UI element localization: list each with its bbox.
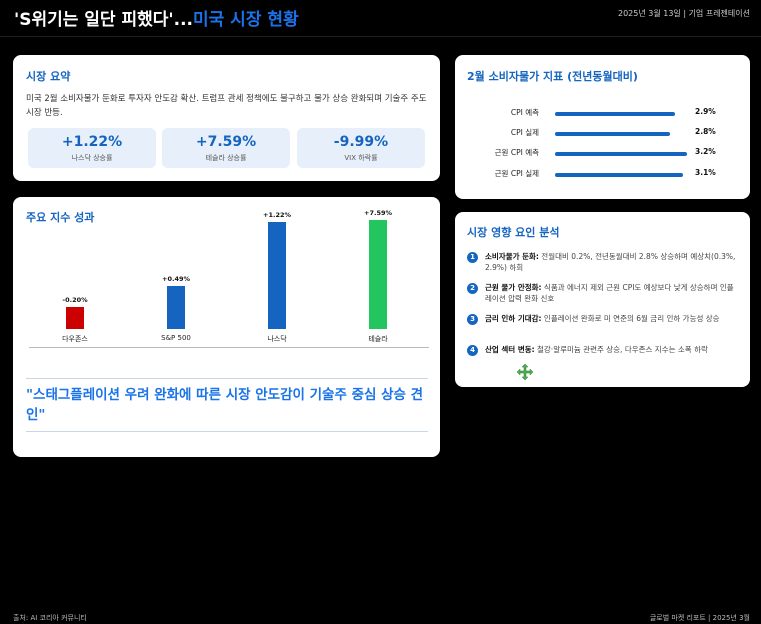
title-accent: 미국 시장 현황 <box>192 10 299 30</box>
bar-2 <box>268 222 286 329</box>
bar-value-label: +7.59% <box>364 209 392 217</box>
divider <box>26 378 428 379</box>
header-date: 2025년 3월 13일 | 기업 프레젠테이션 <box>618 9 750 18</box>
cpi-label: CPI 예측 <box>510 108 539 117</box>
cpi-bar <box>555 173 683 177</box>
header: 'S위기는 일단 피했다'...미국 시장 현황 2025년 3월 13일 | … <box>0 0 761 37</box>
stat-tesla: +7.59% 테슬라 상승률 <box>162 128 290 168</box>
cpi-value: 2.8% <box>695 127 716 136</box>
market-summary-card: 시장 요약 미국 2월 소비자물가 둔화로 투자자 안도감 확산. 트럼프 관세… <box>13 55 440 181</box>
factor-body: 인플레이션 완화로 미 연준의 6월 금리 인하 가능성 상승 <box>541 314 720 323</box>
bar-category-label: 나스닥 <box>267 335 287 343</box>
chart-baseline <box>29 347 429 348</box>
cpi-row: CPI 예측 2.9% <box>455 107 750 121</box>
cpi-label: 근원 CPI 예측 <box>494 148 539 157</box>
cpi-card: 2월 소비자물가 지표 (전년동월대비) CPI 예측 2.9% CPI 실제 … <box>455 55 750 199</box>
summary-text: 미국 2월 소비자물가 둔화로 투자자 안도감 확산. 트럼프 관세 정책에도 … <box>26 94 427 118</box>
cpi-row: 근원 CPI 예측 3.2% <box>455 147 750 161</box>
bar-category-label: 다우존스 <box>62 335 88 343</box>
bar-value-label: +0.49% <box>162 275 190 283</box>
factor-head: 소비자물가 둔화: <box>485 252 539 261</box>
bar-1 <box>167 286 185 329</box>
stat-label: 테슬라 상승률 <box>205 154 247 162</box>
cpi-value: 3.2% <box>695 147 716 156</box>
cpi-label: 근원 CPI 실제 <box>494 169 539 178</box>
divider <box>26 431 428 432</box>
index-performance-card: 주요 지수 성과 "스태그플레이션 우려 완화에 따른 시장 안도감이 기술주 … <box>13 197 440 457</box>
bar-category-label: 테슬라 <box>368 335 388 343</box>
footer-source: 출처: AI 코리아 커뮤니티 <box>13 614 87 622</box>
bar-category-label: S&P 500 <box>161 334 191 342</box>
bar-3 <box>369 220 387 329</box>
factor-number: 3 <box>467 314 478 325</box>
cpi-row: CPI 실제 2.8% <box>455 127 750 141</box>
factor-number: 1 <box>467 252 478 263</box>
factor-head: 산업 섹터 변동: <box>485 345 535 354</box>
factors-title: 시장 영향 요인 분석 <box>467 226 560 239</box>
factor-text: 소비자물가 둔화: 전월대비 0.2%, 전년동월대비 2.8% 상승하며 예상… <box>485 251 739 273</box>
factor-item: 2 근원 물가 안정화: 식품과 에너지 제외 근원 CPI도 예상보다 낮게 … <box>467 282 739 304</box>
factor-head: 금리 인하 기대감: <box>485 314 542 323</box>
factor-body: 식품과 에너지 제외 근원 CPI도 예상보다 낮게 상승하며 인플레이션 압력… <box>485 283 734 303</box>
factor-text: 금리 인하 기대감: 인플레이션 완화로 미 연준의 6월 금리 인하 가능성 … <box>485 313 739 324</box>
title-main: 'S위기는 일단 피했다'... <box>14 10 193 30</box>
bar-value-label: -0.20% <box>62 296 88 304</box>
stat-label: VIX 하락률 <box>344 154 378 162</box>
stat-value: -9.99% <box>333 134 389 150</box>
market-factors-card: 시장 영향 요인 분석 1 소비자물가 둔화: 전월대비 0.2%, 전년동월대… <box>455 212 750 387</box>
quote-text: "스태그플레이션 우려 완화에 따른 시장 안도감이 기술주 중심 상승 견인" <box>26 387 424 423</box>
cpi-bar <box>555 112 675 116</box>
cpi-value: 2.9% <box>695 107 716 116</box>
factor-number: 4 <box>467 345 478 356</box>
stat-value: +1.22% <box>61 134 123 150</box>
move-cursor-icon <box>517 364 533 380</box>
stat-value: +7.59% <box>195 134 257 150</box>
factor-number: 2 <box>467 283 478 294</box>
cpi-title: 2월 소비자물가 지표 (전년동월대비) <box>467 70 638 83</box>
stat-nasdaq: +1.22% 나스닥 상승률 <box>28 128 156 168</box>
cpi-value: 3.1% <box>695 168 716 177</box>
factor-body: 전월대비 0.2%, 전년동월대비 2.8% 상승하며 예상치(0.3%, 2.… <box>485 252 736 272</box>
factor-item: 3 금리 인하 기대감: 인플레이션 완화로 미 연준의 6월 금리 인하 가능… <box>467 313 739 325</box>
factor-head: 근원 물가 안정화: <box>485 283 542 292</box>
stat-label: 나스닥 상승률 <box>71 154 113 162</box>
factor-text: 산업 섹터 변동: 철강·알루미늄 관련주 상승, 다우존스 지수는 소폭 하락 <box>485 344 739 355</box>
cpi-bar <box>555 152 687 156</box>
factor-body: 철강·알루미늄 관련주 상승, 다우존스 지수는 소폭 하락 <box>534 345 708 354</box>
index-title: 주요 지수 성과 <box>26 211 95 224</box>
bar-0 <box>66 307 84 329</box>
bar-value-label: +1.22% <box>263 211 291 219</box>
factor-text: 근원 물가 안정화: 식품과 에너지 제외 근원 CPI도 예상보다 낮게 상승… <box>485 282 739 304</box>
cpi-row: 근원 CPI 실제 3.1% <box>455 168 750 182</box>
footer-report: 글로벌 마켓 리포트 | 2025년 3월 <box>649 614 750 622</box>
stat-vix: -9.99% VIX 하락률 <box>297 128 425 168</box>
factor-item: 1 소비자물가 둔화: 전월대비 0.2%, 전년동월대비 2.8% 상승하며 … <box>467 251 739 273</box>
cpi-bar <box>555 132 670 136</box>
page-title: 'S위기는 일단 피했다'...미국 시장 현황 <box>14 5 299 30</box>
factor-item: 4 산업 섹터 변동: 철강·알루미늄 관련주 상승, 다우존스 지수는 소폭 … <box>467 344 739 380</box>
cpi-label: CPI 실제 <box>510 128 539 137</box>
summary-title: 시장 요약 <box>26 70 71 83</box>
